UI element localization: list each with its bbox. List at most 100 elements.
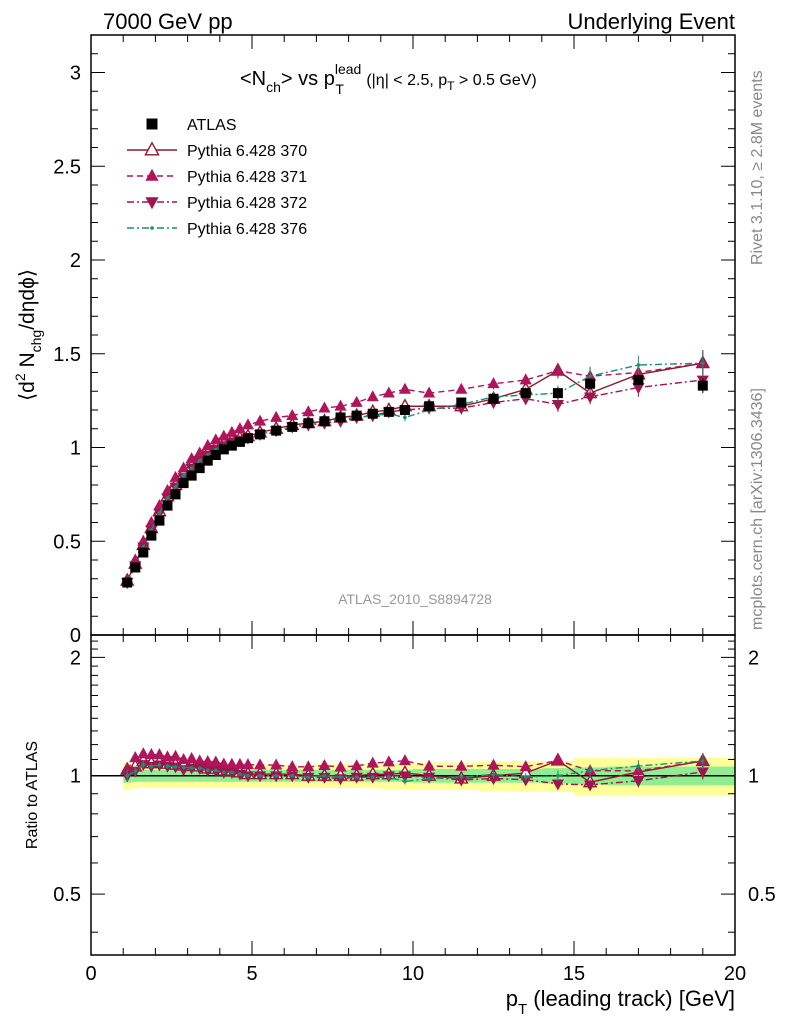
atlas-point (186, 470, 197, 481)
ratio-plot-frame (90, 634, 736, 956)
main-plot-title: <Nch> vs plead T (|η| < 2.5, pT > 0.5 GeV… (240, 61, 537, 97)
pythia-6-428-376-ratio-point (222, 770, 226, 775)
pythia-6-428-376-ratio-point (246, 773, 250, 778)
pythia-6-428-371-ratio-series (121, 747, 709, 778)
pythia-6-428-371-ratio-point (233, 757, 246, 769)
pythia-6-428-371-ratio-point (145, 747, 158, 759)
pythia-6-428-376-point (701, 361, 705, 365)
pythia-6-428-376-ratio-point (165, 764, 170, 768)
atlas-point (488, 393, 499, 404)
atlas-point (218, 444, 229, 455)
legend-item-pythia-6-428-371: Pythia 6.428 371 (127, 168, 307, 186)
pythia-6-428-376-ratio-point (556, 773, 560, 778)
atlas-point (255, 429, 266, 440)
pythia-6-428-376-ratio-point (701, 759, 705, 763)
x-tick-label: 0 (85, 963, 96, 985)
pythia-6-428-376-point (197, 458, 202, 463)
pythia-6-428-371-point (455, 382, 468, 394)
atlas-point (130, 562, 141, 573)
pythia-6-428-376-ratio-point (427, 776, 431, 781)
pythia-6-428-376-point (157, 511, 162, 515)
pythia-6-428-371-ratio-point (487, 758, 500, 770)
atlas-point (162, 500, 173, 511)
pythia-6-428-376-ratio-point (181, 765, 186, 770)
legend-label: Pythia 6.428 370 (187, 143, 307, 160)
atlas-point (319, 416, 330, 427)
pythia-6-428-372-ratio-point (584, 780, 597, 792)
rivet-version-label: Rivet 3.1.10, ≥ 2.8M events (749, 70, 766, 265)
pythia-6-428-371-point (169, 470, 182, 482)
ratio-y-tick-label: 2 (70, 647, 81, 669)
atlas-point (146, 530, 157, 541)
pythia-6-428-371-point (366, 390, 379, 402)
ratio-series-layer (119, 747, 711, 792)
legend-marker (145, 197, 159, 210)
pythia-6-428-372-point (551, 399, 564, 411)
pythia-6-428-376-ratio-point (157, 763, 162, 767)
pythia-6-428-371-ratio-point (302, 760, 315, 772)
pythia-6-428-371-point (551, 364, 564, 376)
atlas-point (367, 408, 378, 419)
collision-label: 7000 GeV pp (103, 9, 233, 34)
pythia-6-428-376-ratio-point (387, 775, 391, 779)
pythia-6-428-376-line (126, 362, 703, 583)
pythia-6-428-376-point (181, 473, 186, 478)
pythia-6-428-376-ratio-point (354, 775, 359, 780)
pythia-6-428-371-point (286, 409, 299, 421)
pythia-6-428-371-ratio-point (318, 758, 331, 770)
legend-marker (150, 226, 154, 230)
ratio-y-tick-label: 0.5 (53, 884, 81, 906)
y-tick-label: 2 (70, 250, 81, 272)
pythia-6-428-371-ratio-point (201, 755, 214, 767)
atlas-point (697, 380, 708, 391)
atlas-point (633, 375, 644, 385)
atlas-point (552, 388, 563, 399)
pythia-6-428-376-ratio-point (274, 773, 278, 778)
legend-item-pythia-6-428-370: Pythia 6.428 370 (127, 141, 307, 160)
pythia-6-428-371-ratio-point (551, 753, 564, 765)
atlas-point (226, 440, 237, 451)
atlas-point (399, 405, 410, 415)
x-tick-label: 10 (402, 963, 424, 985)
atlas-point (178, 478, 189, 489)
atlas-point (234, 436, 245, 447)
pythia-6-428-371-point (334, 399, 347, 411)
pythia-6-428-371-point (318, 401, 331, 413)
legend-label: ATLAS (187, 117, 237, 134)
pythia-6-428-371-point (398, 382, 411, 394)
atlas-point (520, 388, 531, 399)
pythia-6-428-376-ratio-point (403, 779, 407, 784)
pythia-6-428-371-point (241, 418, 255, 430)
pythia-6-428-376-ratio-point (230, 770, 234, 775)
pythia-6-428-376-ratio-point (588, 768, 592, 773)
legend-item-pythia-6-428-372: Pythia 6.428 372 (127, 195, 307, 212)
pythia-6-428-376-ratio-point (306, 775, 311, 780)
pythia-6-428-371-point (487, 377, 500, 389)
pythia-6-428-376-ratio-point (149, 764, 154, 769)
atlas-point (335, 412, 346, 423)
pythia-6-428-371-ratio-point (209, 755, 222, 767)
pythia-6-428-376-ratio-point (370, 775, 375, 779)
pythia-6-428-372-ratio-point (487, 774, 500, 786)
atlas-point (585, 378, 596, 389)
pythia-6-428-371-ratio-point (519, 760, 532, 772)
ratio-y-axis-label: Ratio to ATLAS (24, 741, 41, 849)
legend-marker (146, 118, 158, 130)
pythia-6-428-371-point (201, 439, 214, 451)
pythia-6-428-371-ratio-point (241, 758, 255, 770)
legend-item-pythia-6-428-376: Pythia 6.428 376 (127, 221, 307, 238)
atlas-point (424, 401, 435, 412)
legend-item-atlas: ATLAS (146, 117, 237, 134)
pythia-6-428-371-ratio-point (129, 751, 142, 763)
pythia-6-428-376-ratio-point (125, 773, 130, 778)
pythia-6-428-371-ratio-point (455, 759, 468, 771)
legend-label: Pythia 6.428 372 (187, 195, 307, 212)
pythia-6-428-371-ratio-point (423, 759, 436, 771)
main-axis-ticks: 0 0.5 1 1.5 2 2.5 3 (53, 34, 735, 647)
y-tick-label: 1 (70, 438, 81, 460)
pythia-6-428-376-ratio-point (189, 766, 194, 770)
pythia-6-428-371-ratio-point (161, 750, 174, 762)
event-type-label: Underlying Event (567, 9, 735, 34)
pythia-6-428-371-point (423, 386, 436, 398)
pythia-6-428-371-point (382, 386, 395, 398)
